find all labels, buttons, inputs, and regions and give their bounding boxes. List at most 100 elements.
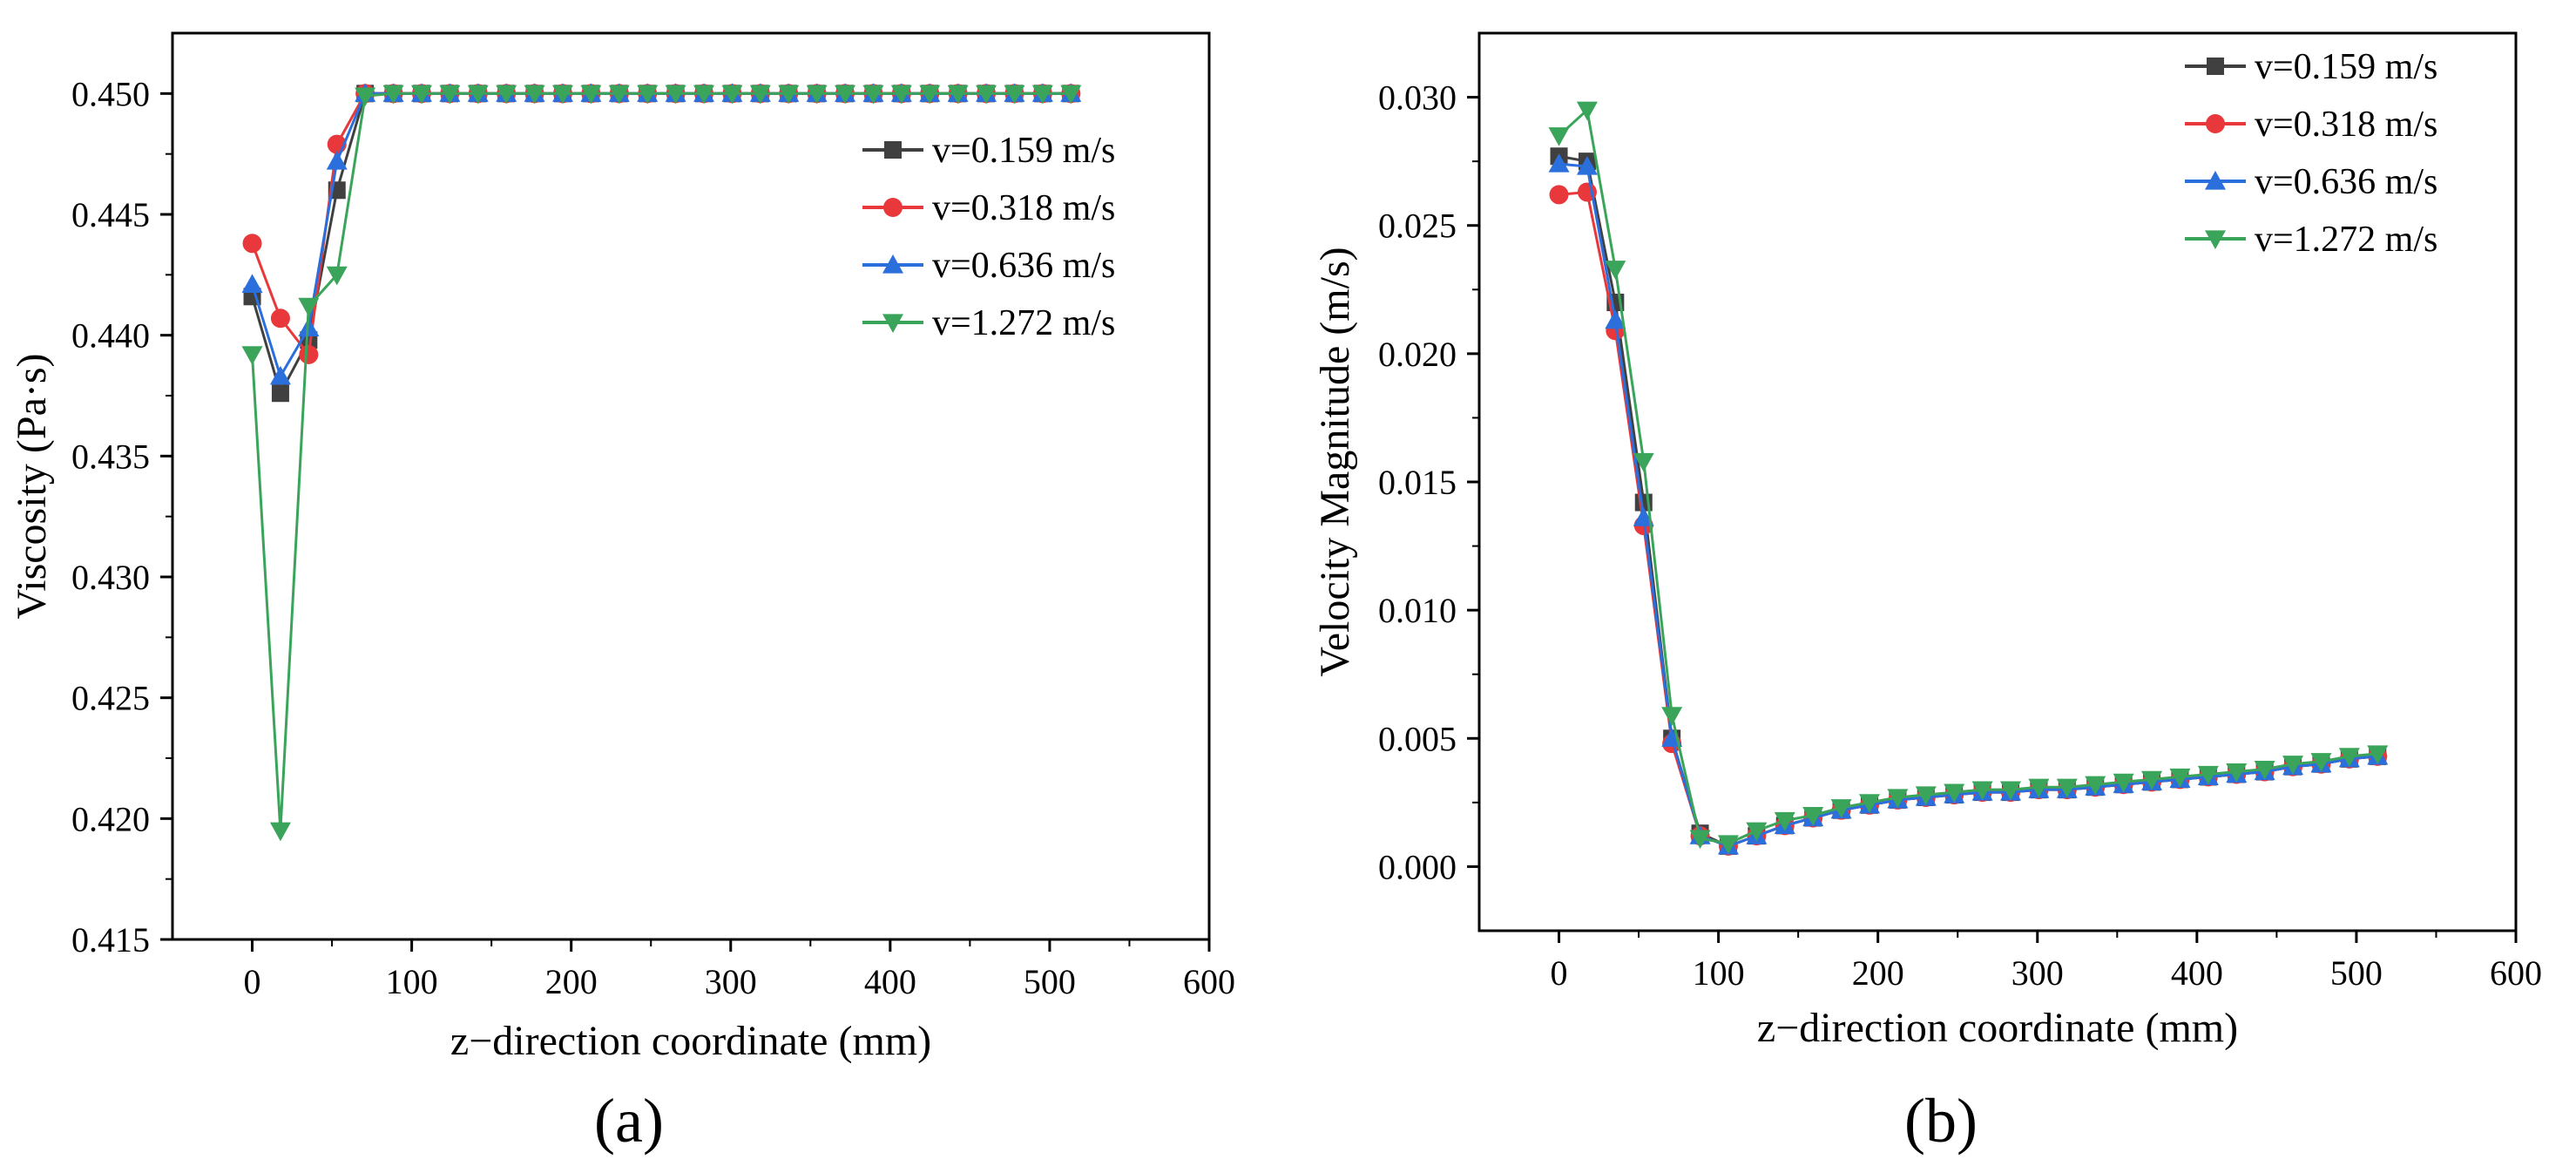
data-point — [1746, 822, 1768, 842]
y-tick-label: 0.010 — [1378, 591, 1457, 630]
data-point — [919, 85, 941, 105]
y-tick-label: 0.000 — [1378, 847, 1457, 886]
data-point — [1004, 85, 1025, 105]
data-point — [410, 85, 432, 105]
legend-marker — [2206, 114, 2225, 133]
x-axis-label: z−direction coordinate (mm) — [450, 1018, 931, 1064]
data-point — [1633, 507, 1654, 526]
x-tick-label: 500 — [1024, 962, 1076, 1001]
data-point — [637, 85, 659, 105]
series-line — [1558, 162, 2378, 848]
y-tick-label: 0.005 — [1378, 719, 1457, 758]
data-point — [270, 309, 290, 329]
legend-label: v=1.272 m/s — [932, 303, 1115, 343]
y-tick-label: 0.415 — [71, 920, 150, 959]
x-tick-label: 300 — [2011, 953, 2064, 993]
data-point — [1605, 309, 1626, 329]
data-point — [241, 274, 263, 294]
legend-label: v=0.159 m/s — [2255, 47, 2437, 87]
data-point — [2197, 765, 2219, 785]
data-point — [1858, 794, 1880, 813]
panel-a-chart: 0 100 200 300 400 500 600 0.415 0.420 0.425 0.430 0… — [9, 31, 1235, 1156]
y-tick-label: 0.425 — [71, 679, 150, 718]
x-tick-label: 0 — [1551, 953, 1568, 993]
data-point — [1549, 185, 1569, 205]
data-point — [2282, 756, 2304, 775]
y-tick-label: 0.030 — [1378, 78, 1457, 118]
data-point — [2113, 773, 2134, 793]
legend-item: v=0.318 m/s — [862, 188, 1115, 228]
data-point — [1576, 156, 1598, 175]
series-v-1-272-m-s — [1548, 101, 2389, 854]
legend-label: v=0.318 m/s — [2255, 105, 2437, 145]
data-point — [269, 822, 291, 842]
data-point — [326, 266, 348, 286]
data-point — [862, 85, 884, 105]
data-point — [2028, 778, 2050, 798]
data-point — [1887, 789, 1909, 808]
data-point — [382, 85, 404, 105]
x-tick-label: 400 — [2171, 953, 2223, 993]
legend-item: v=0.636 m/s — [2185, 162, 2437, 202]
legend-item: v=0.159 m/s — [2185, 47, 2437, 87]
data-point — [890, 85, 912, 105]
x-axis-label: z−direction coordinate (mm) — [1757, 1005, 2238, 1051]
data-point — [2085, 776, 2106, 796]
data-point — [1717, 835, 1739, 854]
x-tick-label: 600 — [1183, 962, 1235, 1001]
data-point — [299, 344, 319, 364]
x-tick-label: 300 — [705, 962, 757, 1001]
data-point — [580, 85, 602, 105]
series-v-1-272-m-s — [241, 85, 1082, 842]
series-line — [1558, 154, 2378, 848]
x-tick-label: 0 — [244, 962, 261, 1001]
data-point — [1060, 85, 1082, 105]
legend-label: v=0.636 m/s — [932, 246, 1115, 286]
data-point — [271, 384, 289, 403]
plot-frame — [171, 31, 1211, 941]
data-point — [693, 85, 715, 105]
x-tick-label: 100 — [386, 962, 438, 1001]
panel-b-chart: 0 100 200 300 400 500 600 0.000 0.005 0.010 0.015 0… — [1312, 31, 2542, 1156]
data-point — [1605, 261, 1626, 280]
y-tick-label: 0.445 — [71, 195, 150, 234]
data-point — [1971, 781, 1993, 801]
data-point — [2000, 781, 2022, 801]
data-point — [1633, 452, 1654, 472]
legend-item: v=0.159 m/s — [862, 131, 1115, 171]
data-point — [326, 150, 348, 170]
data-point — [241, 346, 263, 365]
data-point — [1548, 153, 1570, 173]
y-tick-label: 0.020 — [1378, 335, 1457, 374]
y-tick-label: 0.015 — [1378, 463, 1457, 502]
legend-item: v=0.318 m/s — [2185, 105, 2437, 145]
data-point — [467, 85, 489, 105]
data-point — [1576, 101, 1598, 121]
y-axis-label: Viscosity (Pa·s) — [9, 353, 55, 619]
data-point — [269, 365, 291, 385]
legend-item: v=0.636 m/s — [862, 246, 1115, 286]
y-tick-label: 0.420 — [71, 799, 150, 838]
data-point — [778, 85, 800, 105]
data-point — [2169, 768, 2191, 788]
data-point — [2338, 748, 2360, 767]
data-point — [2310, 753, 2332, 772]
data-point — [1830, 799, 1852, 818]
x-tick-label: 200 — [1852, 953, 1904, 993]
data-point — [298, 297, 320, 317]
series-v-0-318-m-s — [1549, 182, 2388, 856]
data-point — [242, 234, 262, 254]
legend-item: v=1.272 m/s — [862, 303, 1115, 343]
data-point — [608, 85, 630, 105]
data-point — [665, 85, 686, 105]
data-point — [806, 85, 828, 105]
y-tick-label: 0.450 — [71, 74, 150, 113]
data-point — [1031, 85, 1053, 105]
legend-marker — [884, 141, 902, 159]
data-point — [721, 85, 743, 105]
y-tick-label: 0.430 — [71, 558, 150, 597]
legend-label: v=0.318 m/s — [932, 188, 1115, 228]
x-tick-label: 500 — [2330, 953, 2383, 993]
legend-marker — [2205, 230, 2226, 249]
x-tick-label: 600 — [2490, 953, 2542, 993]
